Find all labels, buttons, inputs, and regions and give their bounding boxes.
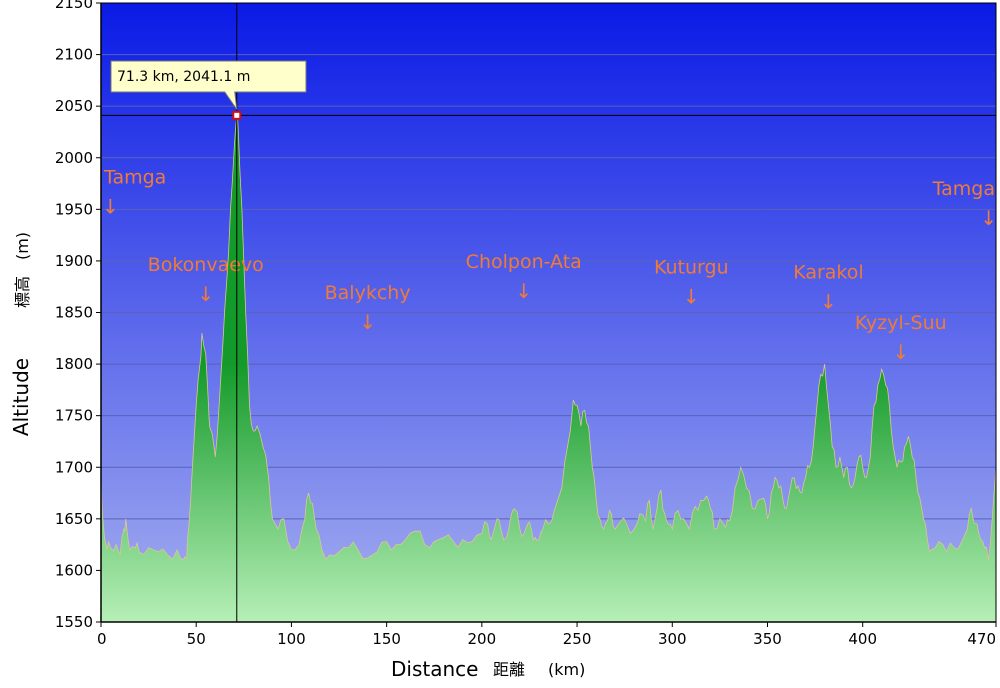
y-tick-label: 2100	[55, 46, 93, 64]
down-arrow-icon: ↓	[683, 284, 700, 308]
x-tick-label: 0	[97, 630, 107, 648]
y-tick-label: 2000	[55, 149, 93, 167]
x-tick-label: 100	[277, 630, 306, 648]
y-tick-label: 1850	[55, 304, 93, 322]
place-name: Karakol	[793, 261, 863, 283]
y-tick-label: 1750	[55, 407, 93, 425]
place-label: Bokonvaevo ↓	[148, 254, 264, 306]
elevation-area	[100, 112, 997, 623]
y-tick-label: 1600	[55, 561, 93, 579]
place-name: Tamga	[932, 178, 995, 200]
y-tick-label: 1700	[55, 458, 93, 476]
y-tick-label: 1900	[55, 252, 93, 270]
x-tick-label: 250	[563, 630, 592, 648]
down-arrow-icon: ↓	[892, 340, 909, 364]
place-label: Karakol ↓	[793, 261, 863, 313]
y-tick-label: 2150	[55, 0, 93, 12]
x-axis-ticks: 0 50 100 150 200 250 300 350 400 470	[97, 622, 997, 648]
x-axis-unit: (km)	[548, 660, 585, 679]
place-name: Kyzyl-Suu	[855, 312, 947, 334]
y-axis-label: Altitude	[9, 358, 33, 436]
y-tick-label: 1650	[55, 510, 93, 528]
y-axis-unit: (m)	[13, 232, 32, 260]
x-tick-label: 300	[658, 630, 687, 648]
down-arrow-icon: ↓	[102, 195, 119, 219]
place-label: Tamga ↓	[932, 178, 997, 230]
down-arrow-icon: ↓	[359, 310, 376, 334]
x-tick-label: 400	[848, 630, 877, 648]
y-axis-label-cjk: 標高	[13, 276, 32, 308]
tooltip-box	[110, 60, 307, 110]
down-arrow-icon: ↓	[980, 206, 997, 230]
y-axis-title: Altitude 標高 (m)	[9, 232, 33, 436]
place-label: Kuturgu ↓	[654, 256, 729, 308]
place-name: Balykchy	[325, 282, 411, 304]
x-axis-label: Distance	[391, 657, 478, 681]
x-axis-label-cjk: 距離	[493, 660, 525, 679]
down-arrow-icon: ↓	[197, 282, 214, 306]
down-arrow-icon: ↓	[820, 289, 837, 313]
tooltip-text: 71.3 km, 2041.1 m	[117, 69, 250, 85]
place-name: Tamga	[103, 167, 166, 189]
place-label: Kyzyl-Suu ↓	[855, 312, 947, 364]
y-axis-ticks: 1550 1600 1650 1700 1750 1800 1850 1900 1950 2000…	[55, 0, 101, 631]
y-tick-label: 1550	[55, 613, 93, 631]
y-tick-label: 2050	[55, 97, 93, 115]
marker-point[interactable]	[232, 110, 242, 120]
x-tick-label: 350	[753, 630, 782, 648]
place-name: Cholpon-Ata	[466, 251, 582, 273]
x-tick-label: 150	[372, 630, 401, 648]
marker-tooltip: 71.3 km, 2041.1 m	[110, 60, 307, 110]
x-tick-label: 200	[468, 630, 497, 648]
x-tick-label: 50	[187, 630, 206, 648]
y-tick-label: 1950	[55, 200, 93, 218]
y-tick-label: 1800	[55, 355, 93, 373]
x-axis-title: Distance 距離 (km)	[391, 657, 585, 681]
down-arrow-icon: ↓	[515, 279, 532, 303]
x-tick-label: 470	[967, 630, 996, 648]
place-name: Kuturgu	[654, 256, 729, 278]
place-label: Cholpon-Ata ↓	[466, 251, 582, 303]
place-label: Tamga ↓	[102, 167, 166, 219]
place-name: Bokonvaevo	[148, 254, 264, 276]
plot-border	[100, 2, 997, 623]
place-label: Balykchy ↓	[325, 282, 411, 334]
place-annotations: Tamga↓Bokonvaevo↓ Balykchy↓Cholpon-Ata↓Ku…	[102, 167, 997, 364]
